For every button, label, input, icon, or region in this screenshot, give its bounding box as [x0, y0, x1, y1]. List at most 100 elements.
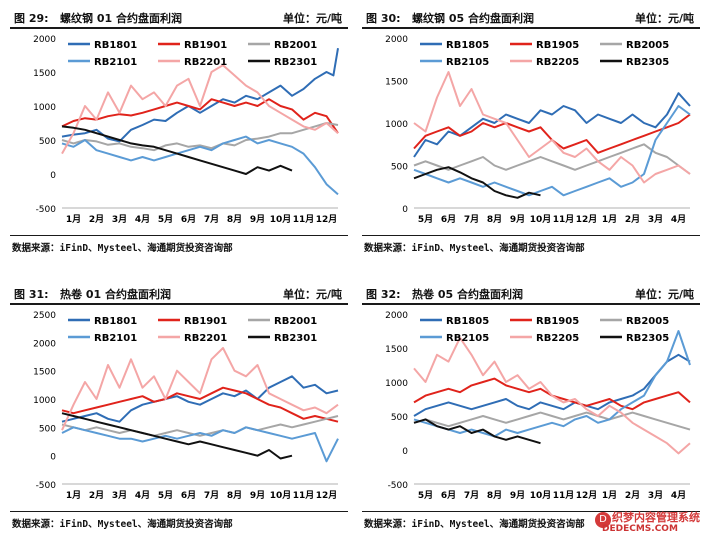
y-tick-label: 1000	[33, 396, 56, 406]
series-line-rb2101	[61, 426, 339, 463]
x-tick-label: 6月	[441, 214, 456, 225]
legend-label: RB2201	[184, 57, 227, 68]
footer-rule	[362, 235, 700, 236]
chart-title: 螺纹钢 05 合约盘面利润	[412, 12, 534, 25]
chart-panel-29: 图 29: 螺纹钢 01 合约盘面利润 单位：元/吨 2000 1500 1000 5…	[10, 0, 348, 262]
source-note: 数据来源：iFinD、Mysteel、海通期货投资咨询部	[364, 519, 585, 530]
unit-label: 单位：元/吨	[282, 12, 342, 25]
source-note: 数据来源：iFinD、Mysteel、海通期货投资咨询部	[12, 243, 233, 254]
chart-header: 图 32: 热卷 05 合约盘面利润 单位：元/吨	[362, 282, 700, 304]
y-tick-label: 1500	[385, 78, 408, 88]
x-tick-label: 11月	[553, 490, 575, 501]
x-tick-label: 9月	[510, 214, 525, 225]
legend-label: RB2205	[536, 57, 579, 68]
chart-svg: 2500 2000 1500 1000 500 0 -500 1月 2月 3月 4月 5月 6月 7月 8月…	[33, 311, 339, 501]
legend-label: RB2005	[626, 40, 669, 51]
watermark-url: DEDECMS.COM	[602, 524, 678, 534]
x-tick-label: 9月	[250, 214, 265, 225]
series-line-rb2101	[61, 135, 339, 196]
x-tick-label: 5月	[418, 214, 433, 225]
series-line-rb2105	[413, 105, 691, 197]
x-tick-label: 10月	[530, 490, 552, 501]
x-tick-label: 4月	[135, 490, 150, 501]
y-tick-label: 2000	[385, 311, 408, 321]
legend-label: RB2101	[94, 57, 137, 68]
x-tick-label: 11月	[293, 490, 315, 501]
legend-label: RB2001	[274, 316, 317, 327]
y-tick-label: 500	[39, 424, 56, 434]
series-line-rb2105	[413, 330, 691, 438]
series-line-rb2205	[413, 71, 691, 184]
series-line-rb1805	[413, 353, 691, 417]
y-tick-label: 2000	[385, 35, 408, 45]
x-tick-label: 9月	[250, 490, 265, 501]
chart-header: 图 29: 螺纹钢 01 合约盘面利润 单位：元/吨	[10, 6, 348, 28]
unit-label: 单位：元/吨	[634, 12, 694, 25]
y-tick-label: 1000	[385, 120, 408, 130]
watermark-logo-icon: D	[595, 512, 611, 528]
x-tick-label: 6月	[181, 214, 196, 225]
legend-label: RB2105	[446, 57, 489, 68]
chart-panel-32: 图 32: 热卷 05 合约盘面利润 单位：元/吨 2000 1500 1000 50…	[362, 276, 700, 538]
x-tick-label: 11月	[553, 214, 575, 225]
legend-label: RB1801	[94, 40, 137, 51]
y-tick-label: 0	[50, 453, 56, 463]
legend-label: RB2301	[274, 57, 317, 68]
series-line-rb1801	[61, 48, 339, 143]
legend-label: RB2005	[626, 316, 669, 327]
y-tick-label: 2000	[33, 339, 56, 349]
chart-header: 图 31: 热卷 01 合约盘面利润 单位：元/吨	[10, 282, 348, 304]
x-tick-label: 7月	[204, 214, 219, 225]
chart-title: 热卷 05 合约盘面利润	[412, 288, 523, 301]
x-tick-label: 5月	[158, 214, 173, 225]
figure-number: 图 32:	[366, 288, 401, 301]
x-tick-label: 8月	[487, 214, 502, 225]
x-tick-label: 4月	[671, 490, 686, 501]
legend-label: RB1801	[94, 316, 137, 327]
x-tick-label: 10月	[270, 490, 292, 501]
legend-label: RB2205	[536, 333, 579, 344]
figure-number: 图 30:	[366, 12, 401, 25]
series-line-rb2001	[61, 122, 339, 152]
x-tick-label: 7月	[464, 490, 479, 501]
series-line-rb2201	[61, 64, 339, 155]
unit-label: 单位：元/吨	[634, 288, 694, 301]
figure-number: 图 31:	[14, 288, 49, 301]
legend-label: RB2301	[274, 333, 317, 344]
y-tick-label: -500	[36, 205, 57, 215]
watermark-text: 织梦内容管理系统	[612, 511, 700, 524]
series-line-rb1801	[61, 375, 339, 423]
chart-svg: 2000 1500 1000 500 0 -500 1月 2月 3月 4月 5月 6月 7月 8月 9月 10…	[33, 35, 339, 225]
y-tick-label: 0	[402, 205, 408, 215]
legend-label: RB2101	[94, 333, 137, 344]
series-line-rb2001	[61, 415, 339, 437]
y-tick-label: 0	[402, 447, 408, 457]
legend-label: RB1905	[536, 40, 579, 51]
x-tick-label: 10月	[270, 214, 292, 225]
header-rule	[362, 303, 700, 305]
x-tick-label: 12月	[316, 490, 338, 501]
legend-label: RB1805	[446, 316, 489, 327]
legend-label: RB2105	[446, 333, 489, 344]
x-tick-label: 1月	[66, 214, 81, 225]
legend-label: RB2305	[626, 57, 669, 68]
series-line-rb2201	[61, 347, 339, 431]
y-tick-label: 1500	[33, 368, 56, 378]
x-tick-label: 6月	[181, 490, 196, 501]
legend-label: RB2001	[274, 40, 317, 51]
series-line-rb2301	[61, 125, 293, 175]
x-tick-label: 1月	[602, 490, 617, 501]
x-tick-label: 8月	[227, 490, 242, 501]
chart-header: 图 30: 螺纹钢 05 合约盘面利润 单位：元/吨	[362, 6, 700, 28]
legend-label: RB2305	[626, 333, 669, 344]
x-tick-label: 12月	[576, 214, 598, 225]
chart-title: 螺纹钢 01 合约盘面利润	[60, 12, 182, 25]
x-tick-label: 8月	[227, 214, 242, 225]
header-rule	[10, 27, 348, 29]
x-tick-label: 12月	[316, 214, 338, 225]
series-line-rb2205	[413, 336, 691, 455]
chart-svg: 2000 1500 1000 500 0 5月 6月 7月 8月 9月 10月 11月 12月 1月 2月 3…	[385, 35, 691, 225]
x-tick-label: 3月	[648, 490, 663, 501]
y-tick-label: 1500	[33, 69, 56, 79]
